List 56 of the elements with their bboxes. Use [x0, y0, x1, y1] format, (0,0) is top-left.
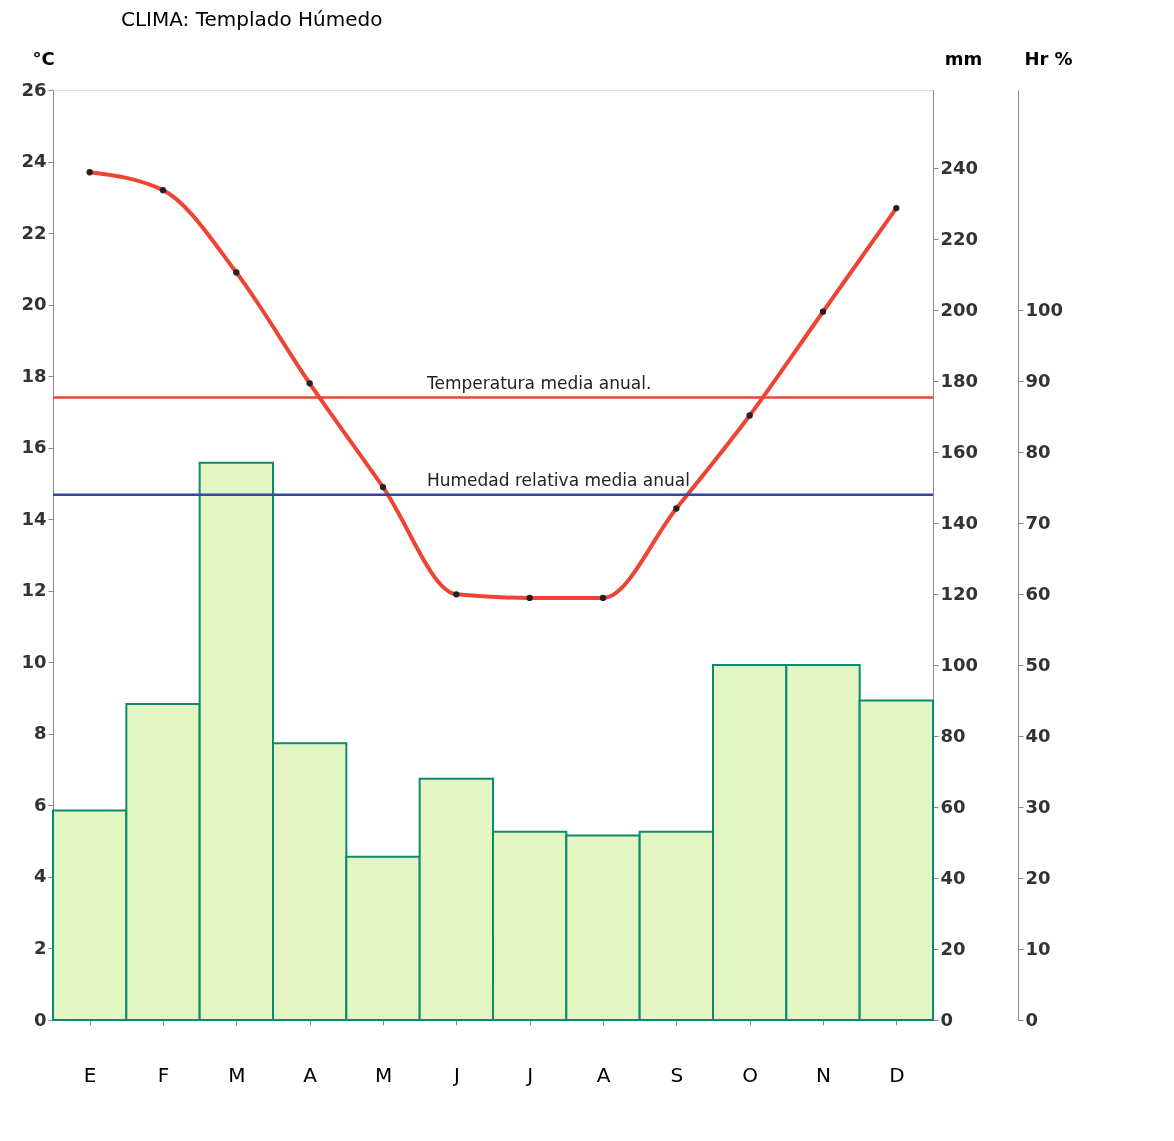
y3-tick-label: 20 [1025, 866, 1051, 888]
y3-tick-label: 100 [1025, 298, 1064, 320]
y-tick-label: 22 [21, 221, 47, 243]
y3-tick-label: 70 [1025, 511, 1051, 533]
x-tick-label: D [889, 1062, 905, 1087]
y-tick-label: 14 [21, 507, 47, 529]
ref-line-label: Temperatura media anual. [426, 372, 652, 393]
y2-tick-label: 160 [940, 440, 979, 462]
y2-tick-label: 200 [940, 298, 979, 320]
y3-tick-label: 80 [1025, 440, 1051, 462]
ref-line-label: Humedad relativa media anual [427, 469, 690, 490]
x-tick-label: S [670, 1062, 684, 1087]
y2-tick-label: 140 [940, 511, 979, 533]
y2-tick-label: 220 [940, 227, 979, 249]
y3-tick-label: 30 [1025, 795, 1051, 817]
y-tick-label: 16 [21, 436, 47, 458]
y-tick-label: 4 [33, 865, 47, 887]
y-tick-label: 8 [33, 722, 47, 744]
y3-tick-label: 0 [1025, 1008, 1039, 1030]
y-tick-label: 0 [33, 1008, 47, 1030]
y-tick-label: 2 [33, 936, 47, 958]
y2-tick-label: 120 [940, 582, 979, 604]
y-tick-label: 10 [21, 650, 47, 672]
y2-tick-label: 60 [940, 795, 966, 817]
y-tick-label: 18 [21, 364, 47, 386]
y2-tick-label: 80 [940, 724, 966, 746]
y3-tick-label: 60 [1025, 582, 1051, 604]
x-tick-label: F [157, 1062, 170, 1087]
y2-tick-label: 20 [940, 937, 966, 959]
y-tick-label: 20 [21, 293, 47, 315]
chart-title: CLIMA: Templado Húmedo [120, 7, 383, 31]
y2-tick-label: 240 [940, 156, 979, 178]
x-tick-label: M [374, 1062, 393, 1087]
y-tick-label: 24 [21, 150, 47, 172]
y-tick-label: 26 [21, 78, 47, 100]
x-tick-label: J [451, 1062, 460, 1087]
y2-tick-label: 40 [940, 866, 966, 888]
x-tick-label: M [228, 1062, 246, 1087]
y3-tick-label: 10 [1025, 937, 1051, 959]
y2-axis-title: mm [944, 47, 983, 69]
y3-tick-label: 40 [1025, 724, 1051, 746]
y-axis-title: °C [32, 47, 55, 69]
y3-axis-title: Hr % [1024, 47, 1073, 69]
x-tick-label: O [742, 1062, 759, 1087]
x-tick-label: A [303, 1062, 318, 1087]
y3-tick-label: 90 [1025, 369, 1051, 391]
x-tick-label: N [816, 1062, 831, 1087]
x-tick-label: J [525, 1062, 534, 1087]
y2-tick-label: 0 [940, 1008, 954, 1030]
y2-tick-label: 100 [940, 653, 979, 675]
y-tick-label: 12 [21, 579, 47, 601]
x-tick-label: E [83, 1062, 97, 1087]
y-tick-label: 6 [33, 793, 47, 815]
x-tick-label: A [596, 1062, 611, 1087]
y2-tick-label: 180 [940, 369, 979, 391]
y3-tick-label: 50 [1025, 653, 1051, 675]
